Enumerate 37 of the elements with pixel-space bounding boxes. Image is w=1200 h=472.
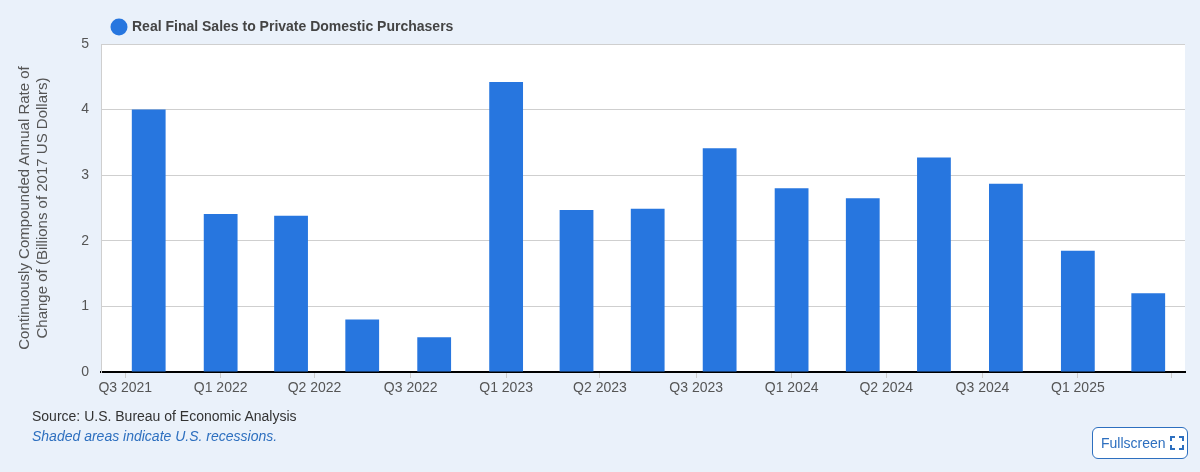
bar <box>774 188 809 372</box>
x-tick-label: Q1 2024 <box>764 379 819 396</box>
bar <box>203 213 238 372</box>
bar <box>845 198 880 372</box>
bar <box>1060 250 1095 372</box>
bar <box>274 215 308 372</box>
bar <box>417 337 452 372</box>
x-tick-label: Q3 2024 <box>955 379 1010 396</box>
y-tick-label: 2 <box>81 231 90 248</box>
y-tick-label: 3 <box>81 166 90 183</box>
y-tick-label: 0 <box>81 362 90 379</box>
x-tick-label: Q1 2022 <box>193 379 248 396</box>
x-tick-label: Q2 2022 <box>287 379 342 396</box>
text: Shaded areas indicate U.S. recessions. <box>32 428 278 444</box>
x-tick-label: Q1 2023 <box>479 379 534 396</box>
bar <box>917 157 951 372</box>
x-tick-label: Q2 2024 <box>859 379 914 396</box>
bar <box>630 208 665 372</box>
bar <box>702 148 737 372</box>
y-tick-label: 5 <box>81 34 90 51</box>
text: Fullscreen <box>1101 435 1166 451</box>
x-tick-label: Q3 2021 <box>98 379 153 396</box>
x-tick-label: Q3 2023 <box>669 379 724 396</box>
legend-label: Real Final Sales to Private Domestic Purchasers <box>132 17 454 34</box>
bar <box>489 82 524 372</box>
bar <box>1131 293 1166 372</box>
y-axis-title: Continuously Compounded Annual Rate of Change of (Billions of 2017 US Dollars) <box>15 65 51 350</box>
bar <box>559 209 594 372</box>
y-tick-label: 1 <box>81 297 90 314</box>
bar <box>989 183 1023 372</box>
source-note: Source: U.S. Bureau of Economic Analysis <box>32 408 297 424</box>
y-tick-label: 4 <box>81 100 90 117</box>
bar <box>345 319 380 372</box>
x-tick-label: Q3 2022 <box>383 379 438 396</box>
x-tick-label: Q2 2023 <box>573 379 628 396</box>
bar <box>131 109 166 372</box>
x-tick-label: Q1 2025 <box>1050 379 1105 396</box>
